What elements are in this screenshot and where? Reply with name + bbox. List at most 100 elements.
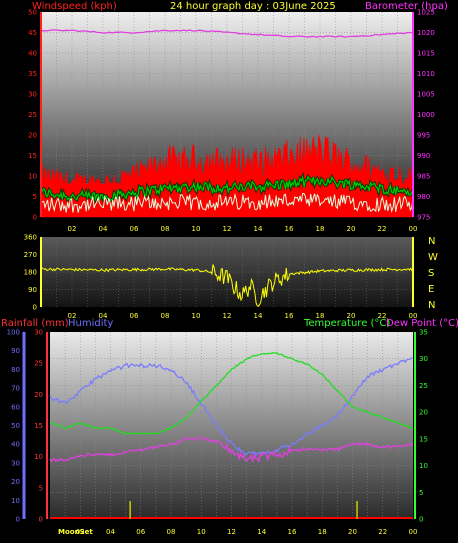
direction-tick-label: 0 [33, 304, 37, 312]
temp-tick-label: 20 [419, 409, 428, 417]
humidity-series [49, 357, 414, 457]
baro-tick-label: 1005 [417, 91, 435, 99]
wind-tick-label: 25 [28, 111, 37, 119]
temp-tick-label: 10 [419, 462, 428, 470]
x-tick-label: 12 [227, 528, 236, 536]
baro-tick-label: 1010 [417, 70, 435, 78]
temperature-series [49, 351, 414, 435]
x-tick-label: 00 [409, 225, 418, 233]
wind-tick-label: 20 [28, 132, 37, 140]
rain-tick-label: 20 [34, 391, 43, 399]
baro-tick-label: 995 [417, 132, 430, 140]
direction-tick-label: 270 [24, 251, 37, 259]
wind-series [39, 29, 415, 218]
wind-tick-label: 5 [33, 193, 37, 201]
dewpoint-series [49, 436, 414, 464]
temp-tick-label: 30 [419, 355, 428, 363]
baro-tick-label: 1015 [417, 50, 435, 58]
baro-tick-label: 1000 [417, 111, 435, 119]
direction-series [40, 264, 414, 307]
x-tick-label: 08 [161, 225, 170, 233]
x-tick-label: 04 [106, 528, 115, 536]
humidity-tick-label: 60 [11, 403, 20, 411]
compass-label: E [428, 284, 434, 295]
compass-label: W [428, 252, 438, 263]
x-tick-label: 20 [347, 225, 356, 233]
x-tick-label: 14 [257, 528, 266, 536]
x-tick-label: 00 [409, 312, 418, 320]
baro-tick-label: 975 [417, 214, 430, 222]
x-tick-label: 20 [348, 528, 357, 536]
wind-tick-label: 50 [28, 9, 37, 17]
climate-ticks: 0510152025303501020304050607080901000510… [7, 329, 428, 537]
rain-tick-label: 10 [34, 453, 43, 461]
rain-tick-label: 15 [34, 422, 43, 430]
x-tick-label: 18 [316, 225, 325, 233]
compass-label: N [428, 300, 435, 311]
wind-tick-label: 35 [28, 70, 37, 78]
x-tick-label: 06 [130, 225, 139, 233]
x-tick-label: 10 [197, 528, 206, 536]
wind-tick-label: 15 [28, 152, 37, 160]
baro-tick-label: 985 [417, 173, 430, 181]
humidity-tick-label: 70 [11, 385, 20, 393]
x-tick-label: 08 [167, 528, 176, 536]
wind-tick-label: 10 [28, 173, 37, 181]
humidity-tick-label: 40 [11, 441, 20, 449]
rain-tick-label: 5 [39, 484, 43, 492]
humidity-tick-label: 30 [11, 459, 20, 467]
wind-avg-series [40, 175, 414, 202]
x-tick-label: 16 [288, 528, 297, 536]
humidity-tick-label: 10 [11, 497, 20, 505]
x-tick-label: 10 [192, 312, 201, 320]
humidity-tick-label: 100 [7, 329, 20, 337]
x-tick-label: 14 [254, 225, 263, 233]
rain-tick-label: 30 [34, 329, 43, 337]
humidity-tick-label: 0 [16, 516, 20, 524]
x-tick-label: 02 [68, 312, 77, 320]
x-tick-label: 00 [409, 528, 418, 536]
humidity-tick-label: 20 [11, 478, 20, 486]
humidity-axis-label: Humidity [68, 318, 113, 329]
wind-tick-label: 0 [33, 214, 37, 222]
x-tick-label: 04 [99, 312, 108, 320]
compass-label: S [428, 268, 434, 279]
x-tick-label: 20 [347, 312, 356, 320]
x-tick-label: 18 [316, 312, 325, 320]
x-tick-label: 22 [378, 312, 387, 320]
x-tick-label: 02 [76, 528, 85, 536]
temp-tick-label: 25 [419, 382, 428, 390]
wind-min-series [40, 192, 414, 213]
x-tick-label: 12 [223, 225, 232, 233]
wind-tick-label: 45 [28, 29, 37, 37]
x-tick-label: 10 [192, 225, 201, 233]
temp-tick-label: 35 [419, 329, 428, 337]
rain-tick-label: 25 [34, 360, 43, 368]
x-tick-label: 04 [99, 225, 108, 233]
humidity-tick-label: 90 [11, 347, 20, 355]
wind-tick-label: 40 [28, 50, 37, 58]
direction-tick-label: 90 [28, 286, 37, 294]
x-tick-label: 22 [378, 225, 387, 233]
humidity-tick-label: 80 [11, 366, 20, 374]
x-tick-label: 18 [318, 528, 327, 536]
x-tick-label: 16 [285, 312, 294, 320]
moonset-label: MoonSet [58, 528, 93, 536]
x-tick-label: 06 [130, 312, 139, 320]
x-tick-label: 02 [68, 225, 77, 233]
compass-label: N [428, 236, 435, 247]
x-tick-label: 14 [254, 312, 263, 320]
dewpoint-axis-label: Dew Point (°C) [386, 318, 458, 329]
direction-tick-label: 180 [24, 269, 37, 277]
x-tick-label: 06 [136, 528, 145, 536]
barometer-series [40, 29, 414, 38]
temp-tick-label: 0 [419, 516, 423, 524]
baro-tick-label: 1020 [417, 29, 435, 37]
rain-tick-label: 0 [39, 516, 43, 524]
temperature-axis-label: Temperature (°C) [303, 318, 390, 329]
wind-direction-series [40, 264, 414, 307]
x-tick-label: 08 [161, 312, 170, 320]
